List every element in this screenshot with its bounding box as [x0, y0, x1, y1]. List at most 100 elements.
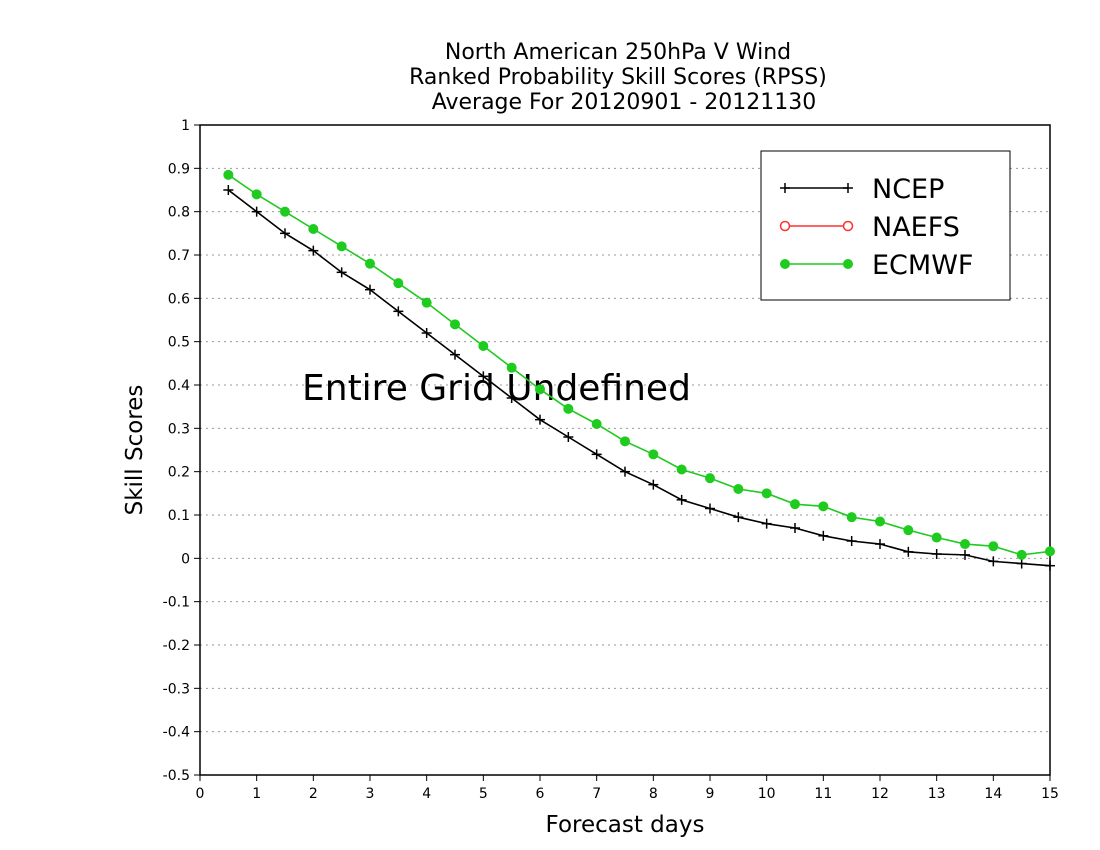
data-point-ecmwf	[790, 499, 800, 510]
data-point-ecmwf	[280, 206, 290, 217]
data-point-ecmwf	[308, 224, 319, 234]
x-tick-label: 3	[366, 786, 375, 802]
data-point-ecmwf	[393, 278, 404, 289]
data-point-ecmwf	[988, 541, 999, 552]
y-tick-label: 0.6	[168, 291, 190, 307]
data-point-ncep	[960, 549, 970, 560]
y-tick-label: 0.8	[168, 205, 190, 221]
y-tick-label: 0.2	[168, 465, 190, 481]
data-point-ncep	[733, 512, 744, 523]
data-point-ncep	[790, 523, 800, 533]
data-point-ncep	[988, 556, 999, 567]
chart-title-line-1: North American 250hPa V Wind	[445, 40, 791, 65]
data-point-ncep	[535, 414, 545, 425]
x-tick-label: 4	[422, 786, 431, 802]
data-point-ecmwf	[1016, 549, 1027, 560]
data-point-ecmwf	[421, 297, 432, 308]
y-tick-label: 0.1	[168, 508, 190, 524]
data-point-ncep	[705, 503, 715, 514]
y-tick-label: 0.7	[168, 248, 190, 264]
x-tick-label: 7	[592, 786, 601, 802]
data-point-ecmwf	[676, 464, 687, 475]
data-point-ecmwf	[535, 384, 545, 395]
data-point-ecmwf	[761, 488, 772, 499]
data-series	[223, 169, 1055, 571]
annotation-entire-grid-undefined: Entire Grid Undefined	[302, 368, 691, 409]
x-tick-label: 8	[649, 786, 658, 802]
data-point-ncep	[648, 479, 659, 490]
data-point-ncep	[620, 466, 630, 477]
chart-title-line-2: Ranked Probability Skill Scores (RPSS)	[409, 65, 827, 90]
y-axis-label: Skill Scores	[122, 385, 148, 516]
x-tick-label: 14	[984, 786, 1002, 802]
data-point-ecmwf	[563, 403, 574, 414]
y-tick-label: -0.2	[163, 638, 190, 654]
legend-label-ncep: NCEP	[872, 174, 944, 205]
legend-marker-start-naefs	[779, 220, 791, 232]
data-point-ncep	[393, 306, 404, 317]
data-point-ncep	[875, 539, 885, 550]
axes: 1 0.9 0.8 0.7 0.6 0.5 0.4 0.3 0.2 0.1 0 -0.1 -0.2 -0.…	[163, 118, 1059, 802]
x-tick-label: 2	[309, 786, 318, 802]
x-tick-label: 15	[1041, 786, 1059, 802]
data-point-ncep	[846, 536, 857, 546]
data-point-ncep	[676, 494, 687, 505]
data-point-ncep	[421, 328, 432, 338]
legend-label-ecmwf: ECMWF	[872, 250, 973, 281]
data-point-ncep	[931, 549, 942, 559]
legend-label-naefs: NAEFS	[872, 212, 960, 243]
data-point-ecmwf	[931, 532, 942, 543]
x-tick-label: 9	[706, 786, 715, 802]
data-point-ncep	[903, 546, 914, 557]
data-point-ecmwf	[903, 525, 914, 536]
data-point-ecmwf	[336, 241, 347, 252]
data-point-ncep	[280, 228, 290, 239]
data-point-ncep	[450, 349, 460, 360]
data-point-ncep	[1016, 558, 1027, 569]
data-point-ncep	[308, 245, 319, 256]
data-point-ncep	[1045, 560, 1055, 571]
data-point-ecmwf	[620, 436, 630, 447]
data-point-ecmwf	[846, 512, 857, 523]
data-point-ncep	[506, 393, 517, 403]
legend-marker-start-ecmwf	[780, 259, 790, 269]
data-point-ecmwf	[875, 516, 885, 527]
y-tick-label: -0.4	[163, 725, 190, 741]
plot-frame	[199, 124, 1051, 776]
data-point-ncep	[365, 284, 375, 295]
x-tick-label: 6	[536, 786, 545, 802]
data-point-ncep	[478, 371, 489, 382]
data-point-ecmwf	[591, 419, 602, 429]
x-tick-label: 1	[252, 786, 261, 802]
data-point-ecmwf	[705, 473, 715, 484]
data-point-ecmwf	[733, 484, 744, 494]
data-point-ncep	[223, 185, 234, 195]
y-tick-label: 0.3	[168, 421, 190, 437]
legend-marker-end-naefs	[842, 220, 854, 232]
data-point-ncep	[336, 267, 347, 278]
x-axis-label: Forecast days	[546, 812, 705, 838]
data-point-ecmwf	[1045, 546, 1055, 557]
x-tick-label: 13	[928, 786, 946, 802]
x-tick-label: 0	[196, 786, 205, 802]
legend: NCEP NAEFS ECMWF	[760, 150, 1011, 301]
y-tick-label: 1	[181, 118, 190, 134]
y-tick-label: 0.4	[168, 378, 190, 394]
data-point-ncep	[251, 206, 262, 217]
legend-marker-start-ncep	[780, 183, 790, 193]
x-tick-label: 12	[871, 786, 889, 802]
data-point-ecmwf	[365, 258, 375, 269]
y-tick-label: -0.1	[163, 595, 190, 611]
x-tick-label: 5	[479, 786, 488, 802]
y-tick-label: -0.5	[163, 768, 190, 784]
y-tick-label: 0.9	[168, 161, 190, 177]
data-point-ecmwf	[223, 169, 234, 180]
legend-marker-end-ncep	[843, 183, 853, 193]
data-point-ncep	[591, 449, 602, 460]
legend-marker-end-ecmwf	[843, 259, 853, 269]
data-point-ecmwf	[818, 501, 829, 512]
y-tick-label: -0.3	[163, 681, 190, 697]
data-point-ecmwf	[960, 539, 970, 550]
x-tick-label: 10	[758, 786, 776, 802]
